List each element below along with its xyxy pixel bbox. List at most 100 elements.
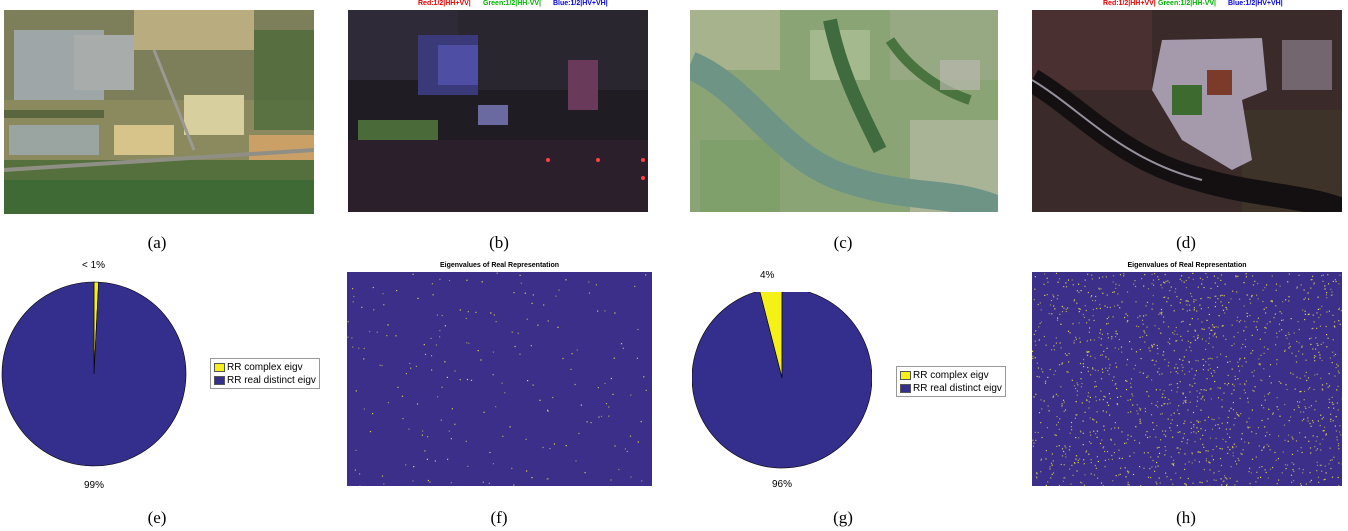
heatmap-cell bbox=[1218, 470, 1220, 472]
heatmap-cell bbox=[1067, 330, 1070, 332]
heatmap-cell bbox=[1267, 477, 1269, 479]
heatmap-cell bbox=[1176, 296, 1178, 298]
heatmap-cell bbox=[1210, 388, 1212, 390]
heatmap-cell bbox=[1116, 387, 1118, 390]
heatmap-cell bbox=[1035, 439, 1037, 441]
heatmap-cell bbox=[441, 314, 443, 317]
heatmap-cell bbox=[1252, 284, 1254, 286]
heatmap-cell bbox=[1038, 326, 1040, 328]
heatmap-cell bbox=[1313, 282, 1315, 284]
heatmap-cell bbox=[1052, 472, 1055, 474]
heatmap-cell bbox=[1228, 301, 1230, 304]
heatmap-cell bbox=[1172, 332, 1174, 334]
heatmap-cell bbox=[372, 413, 374, 415]
heatmap-cell bbox=[423, 344, 425, 346]
heatmap-cell bbox=[1135, 301, 1137, 303]
heatmap-cell bbox=[1114, 384, 1116, 386]
heatmap-cell bbox=[1329, 447, 1331, 449]
heatmap-cell bbox=[1247, 397, 1249, 399]
heatmap-cell bbox=[1095, 295, 1097, 298]
heatmap-cell bbox=[1045, 380, 1047, 382]
heatmap-cell bbox=[1111, 338, 1113, 340]
heatmap-cell bbox=[468, 342, 470, 344]
heatmap-cell bbox=[1083, 459, 1085, 461]
heatmap-cell bbox=[1119, 473, 1121, 475]
heatmap-cell bbox=[1147, 452, 1149, 454]
heatmap-cell bbox=[1211, 324, 1214, 326]
heatmap-cell bbox=[1210, 398, 1212, 400]
heatmap-cell bbox=[1232, 455, 1234, 457]
heatmap-cell bbox=[570, 368, 572, 370]
heatmap-cell bbox=[1043, 400, 1045, 402]
heatmap-cell bbox=[1290, 318, 1292, 320]
heatmap-cell bbox=[1239, 359, 1241, 361]
heatmap-cell bbox=[1067, 307, 1069, 309]
heatmap-cell bbox=[1126, 291, 1129, 293]
heatmap-cell bbox=[641, 480, 643, 482]
heatmap-cell bbox=[1215, 437, 1217, 439]
heatmap-cell bbox=[1202, 358, 1204, 360]
heatmap-cell bbox=[1115, 475, 1117, 477]
heatmap-cell bbox=[1180, 335, 1182, 337]
heatmap-cell bbox=[1039, 302, 1041, 304]
heatmap-cell bbox=[441, 386, 443, 388]
heatmap-cell bbox=[1234, 484, 1236, 486]
heatmap-cell bbox=[1113, 376, 1115, 378]
heatmap-cell bbox=[1133, 452, 1135, 454]
heatmap-cell bbox=[1222, 309, 1225, 311]
heatmap-cell bbox=[1184, 468, 1186, 470]
heatmap-cell bbox=[1334, 353, 1337, 355]
heatmap-cell bbox=[1146, 391, 1148, 393]
heatmap-cell bbox=[1236, 463, 1238, 465]
heatmap-cell bbox=[1115, 332, 1117, 334]
heatmap-cell bbox=[1185, 287, 1187, 289]
heatmap-cell bbox=[1108, 373, 1110, 375]
heatmap-cell bbox=[1307, 313, 1309, 316]
heatmap-cell bbox=[1099, 442, 1102, 445]
caption-f: (f) bbox=[490, 508, 508, 527]
heatmap-cell bbox=[1106, 294, 1108, 296]
heatmap-cell bbox=[1201, 321, 1203, 323]
heatmap-cell bbox=[519, 274, 521, 276]
heatmap-cell bbox=[1165, 472, 1167, 474]
heatmap-cell bbox=[1330, 418, 1332, 420]
heatmap-cell bbox=[405, 373, 407, 375]
heatmap-cell bbox=[1226, 384, 1228, 386]
heatmap-cell bbox=[1203, 469, 1205, 471]
heatmap-cell bbox=[1249, 315, 1251, 317]
heatmap-cell bbox=[1255, 456, 1257, 458]
heatmap-cell bbox=[1068, 361, 1070, 363]
heatmap-cell bbox=[1181, 370, 1183, 372]
heatmap-cell bbox=[1187, 439, 1189, 441]
heatmap-cell bbox=[1203, 446, 1205, 448]
heatmap-cell bbox=[1101, 368, 1103, 370]
heatmap-cell bbox=[1231, 324, 1233, 326]
pie-g-legend: RR complex eigv RR real distinct eigv bbox=[896, 366, 1006, 397]
heatmap-cell bbox=[1164, 403, 1166, 405]
heatmap-cell bbox=[1240, 319, 1242, 322]
heatmap-cell bbox=[1229, 360, 1231, 363]
heatmap-cell bbox=[1338, 372, 1340, 374]
heatmap-cell bbox=[1143, 452, 1145, 454]
heatmap-cell bbox=[1153, 428, 1155, 431]
heatmap-cell bbox=[1180, 321, 1183, 323]
heatmap-cell bbox=[1270, 382, 1272, 384]
heatmap-cell bbox=[1288, 300, 1290, 302]
heatmap-cell bbox=[580, 404, 582, 406]
heatmap-cell bbox=[1211, 428, 1213, 430]
heatmap-cell bbox=[1098, 277, 1100, 279]
heatmap-cell bbox=[1269, 449, 1271, 451]
heatmap-cell bbox=[1094, 300, 1096, 302]
heatmap-cell bbox=[1186, 304, 1188, 306]
heatmap-cell bbox=[359, 485, 361, 486]
heatmap-cell bbox=[578, 432, 580, 435]
heatmap-cell bbox=[1105, 411, 1108, 413]
heatmap-cell bbox=[1078, 283, 1080, 285]
heatmap-cell bbox=[1272, 413, 1274, 415]
heatmap-cell bbox=[1177, 431, 1179, 433]
heatmap-cell bbox=[1085, 309, 1087, 312]
heatmap-cell bbox=[1251, 458, 1254, 460]
heatmap-cell bbox=[1217, 424, 1219, 426]
heatmap-cell bbox=[1055, 342, 1057, 344]
heatmap-cell bbox=[1087, 392, 1090, 394]
